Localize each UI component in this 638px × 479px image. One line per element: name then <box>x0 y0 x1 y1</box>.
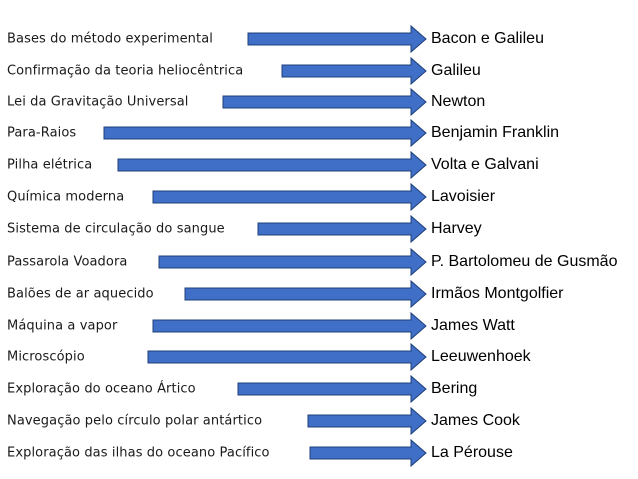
arrow-shape <box>152 311 427 341</box>
arrow-icon <box>222 87 427 117</box>
topic-label: Microscópio <box>7 349 85 365</box>
person-label: Volta e Galvani <box>431 156 539 173</box>
arrow-icon <box>257 214 427 244</box>
topic-label: Sistema de circulação do sangue <box>7 221 225 237</box>
topic-label: Navegação pelo círculo polar antártico <box>7 413 263 429</box>
mapping-row: Exploração do oceano Ártico Bering <box>0 374 638 404</box>
person-label: Galileu <box>431 62 481 79</box>
arrow-icon <box>184 279 427 309</box>
person-label: Bacon e Galileu <box>431 30 544 47</box>
mapping-row: Navegação pelo círculo polar antártico J… <box>0 406 638 436</box>
topic-label: Exploração das ilhas do oceano Pacífico <box>7 445 270 461</box>
topic-label: Lei da Gravitação Universal <box>7 94 189 110</box>
arrow-icon <box>247 24 427 54</box>
topic-label: Confirmação da teoria heliocêntrica <box>7 63 244 79</box>
topic-label: Exploração do oceano Ártico <box>7 381 196 397</box>
mapping-row: Química moderna Lavoisier <box>0 182 638 212</box>
topic-label: Bases do método experimental <box>7 31 213 47</box>
arrow-icon <box>281 56 427 86</box>
arrow-shape <box>103 118 427 148</box>
topic-label: Balões de ar aquecido <box>7 286 154 302</box>
arrow-shape <box>257 214 427 244</box>
arrow-icon <box>307 406 427 436</box>
arrow-shape <box>117 150 427 180</box>
arrow-shape <box>152 182 427 212</box>
arrow-shape <box>281 56 427 86</box>
mapping-row: Confirmação da teoria heliocêntrica Gali… <box>0 56 638 86</box>
arrow-shape <box>222 87 427 117</box>
person-label: Bering <box>431 380 478 397</box>
arrow-icon <box>152 311 427 341</box>
topic-label: Para-Raios <box>7 125 77 141</box>
arrow-shape <box>309 438 427 468</box>
topic-label: Máquina a vapor <box>7 318 118 334</box>
person-label: James Cook <box>431 412 520 429</box>
person-label: Harvey <box>431 220 482 237</box>
mapping-row: Passarola Voadora P. Bartolomeu de Gusmã… <box>0 247 638 277</box>
topic-label: Química moderna <box>7 189 125 205</box>
arrow-shape <box>247 24 427 54</box>
arrow-icon <box>147 342 427 372</box>
arrow-icon <box>117 150 427 180</box>
arrow-icon <box>309 438 427 468</box>
person-label: Irmãos Montgolfier <box>431 285 564 302</box>
arrow-icon <box>152 182 427 212</box>
person-label: P. Bartolomeu de Gusmão <box>431 253 618 270</box>
topic-label: Pilha elétrica <box>7 157 93 173</box>
mapping-row: Microscópio Leeuwenhoek <box>0 342 638 372</box>
mapping-row: Máquina a vapor James Watt <box>0 311 638 341</box>
person-label: Leeuwenhoek <box>431 348 531 365</box>
mapping-row: Para-Raios Benjamin Franklin <box>0 118 638 148</box>
person-label: La Pérouse <box>431 444 513 461</box>
mapping-row: Lei da Gravitação Universal Newton <box>0 87 638 117</box>
mapping-row: Pilha elétrica Volta e Galvani <box>0 150 638 180</box>
person-label: Newton <box>431 93 486 110</box>
mapping-row: Bases do método experimental Bacon e Gal… <box>0 24 638 54</box>
arrow-shape <box>237 374 427 404</box>
mapping-row: Exploração das ilhas do oceano Pacífico … <box>0 438 638 468</box>
arrow-shape <box>184 279 427 309</box>
person-label: James Watt <box>431 317 515 334</box>
person-label: Benjamin Franklin <box>431 124 560 141</box>
mapping-row: Balões de ar aquecido Irmãos Montgolfier <box>0 279 638 309</box>
arrow-icon <box>158 247 427 277</box>
arrow-icon <box>103 118 427 148</box>
person-label: Lavoisier <box>431 188 496 205</box>
topic-label: Passarola Voadora <box>7 254 128 270</box>
arrow-shape <box>147 342 427 372</box>
arrow-icon <box>237 374 427 404</box>
arrow-shape <box>158 247 427 277</box>
arrow-shape <box>307 406 427 436</box>
mapping-row: Sistema de circulação do sangue Harvey <box>0 214 638 244</box>
